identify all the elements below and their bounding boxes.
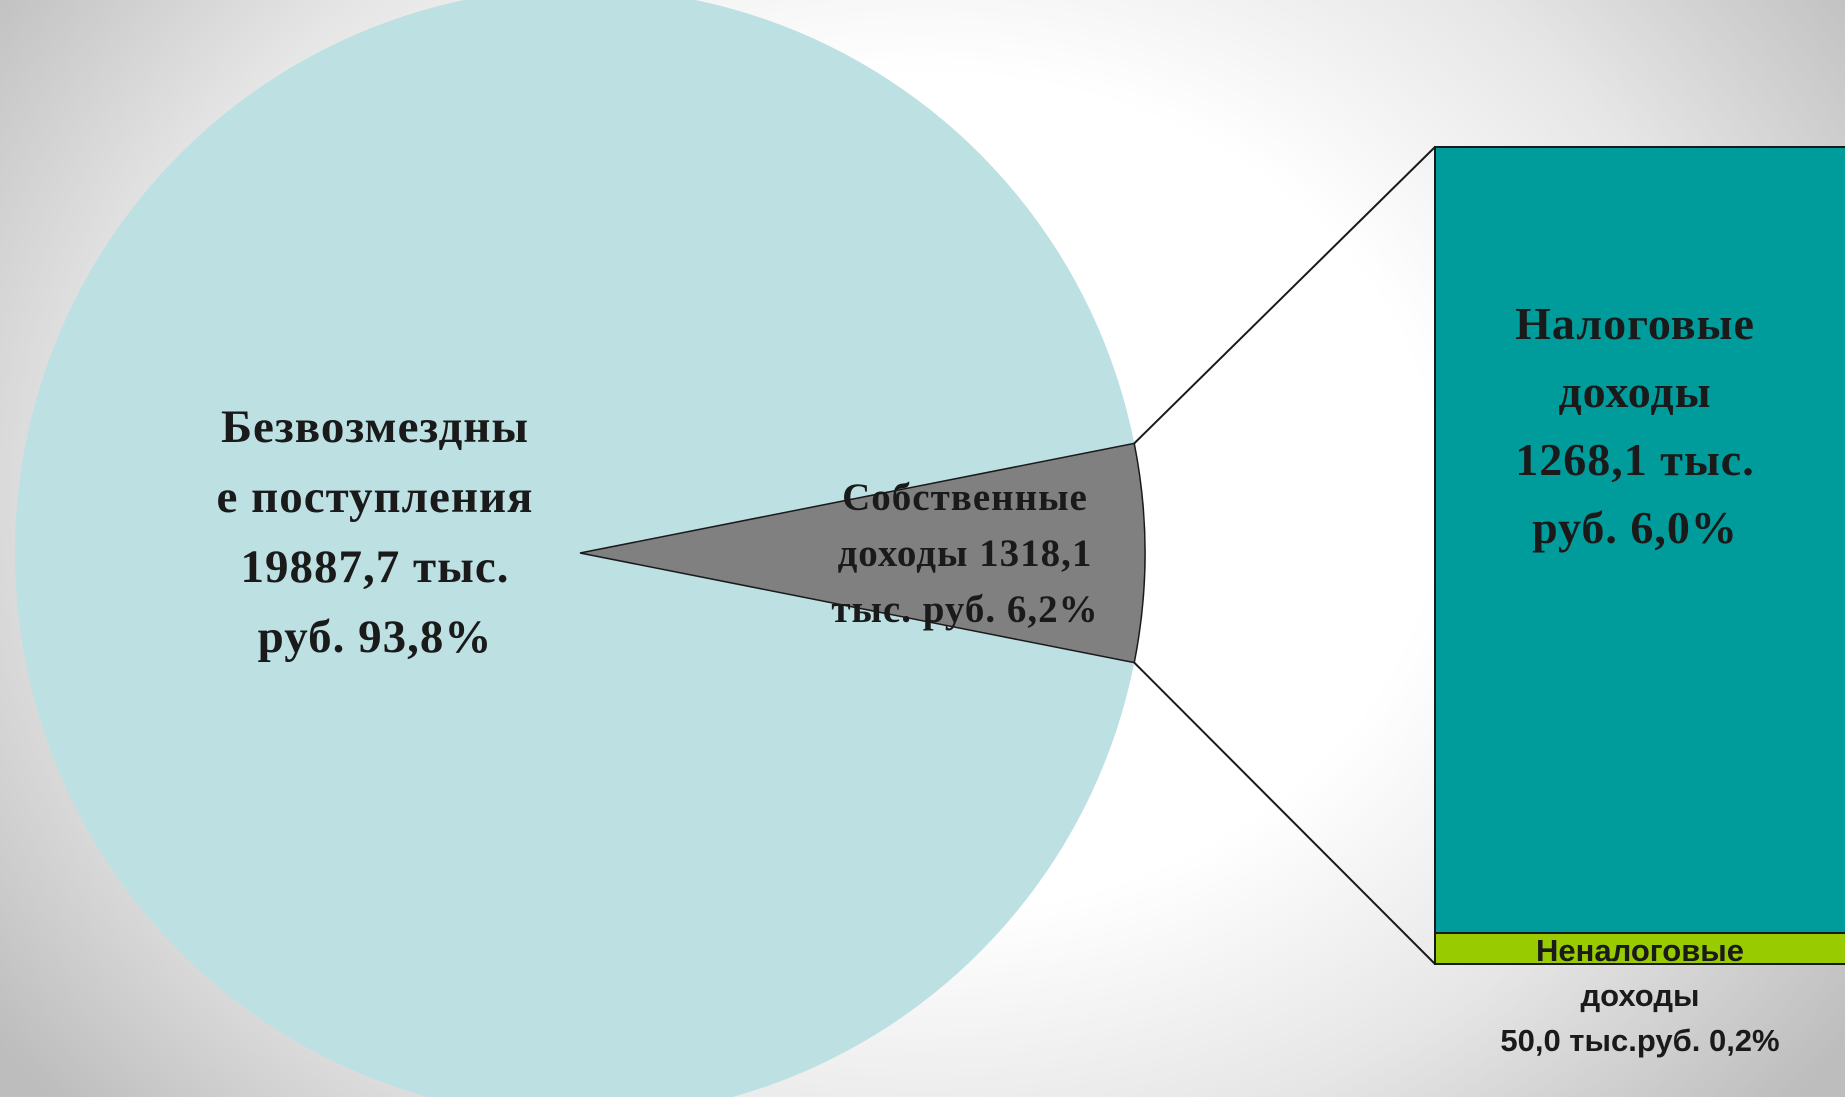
pie [15,0,1146,1097]
pie-slice-own-revenue [579,442,1146,664]
bar-segment-nontax-revenue [1434,932,1845,966]
slice-label-free-receipts: Безвозмездны е поступления 19887,7 тыс. … [175,392,575,672]
slice-label-line: руб. 93,8% [257,611,493,663]
slice-label-line: тыс. руб. 6,2% [831,588,1099,631]
bar-label-line: доходы [1580,978,1700,1013]
pie-slice-free-receipts [15,0,1135,1097]
slice-label-line: Безвозмездны [220,401,530,453]
bar-label-line: 50,0 тыс.руб. 0,2% [1500,1023,1780,1058]
slice-label-line: 19887,7 тыс. [240,541,510,593]
stacked-bar [1434,146,1845,966]
bar-label-line: доходы [1558,366,1712,417]
slice-label-own-revenue: Собственные доходы 1318,1 тыс. руб. 6,2% [815,470,1115,638]
connector-line-top [1133,146,1436,445]
bar-label-line: руб. 6,0% [1532,502,1738,553]
bar-label-line: Неналоговые [1535,933,1745,968]
slice-label-line: Собственные [842,476,1088,519]
bar-label-nontax-revenue: Неналоговые доходы 50,0 тыс.руб. 0,2% [1435,928,1845,1063]
connector-line-bottom [1133,661,1436,965]
bar-label-tax-revenue: Налоговые доходы 1268,1 тыс. руб. 6,0% [1435,290,1835,562]
bar-label-line: Налоговые [1515,298,1755,349]
bar-label-line: 1268,1 тыс. [1515,434,1755,485]
slice-label-line: е поступления [216,471,534,523]
bar-segment-tax-revenue [1434,146,1845,935]
slice-label-line: доходы 1318,1 [837,532,1093,575]
connector-lines [1133,146,1436,965]
